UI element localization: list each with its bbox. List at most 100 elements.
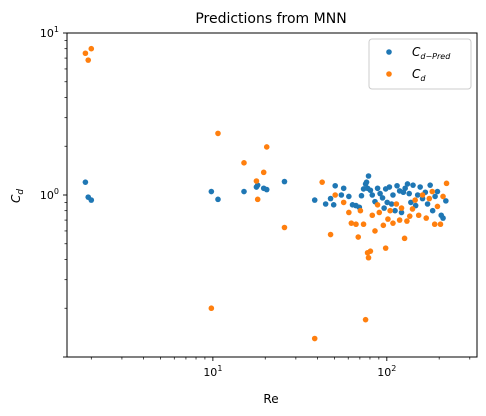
data-point xyxy=(82,179,89,185)
data-point xyxy=(358,192,365,199)
data-point xyxy=(208,188,215,195)
data-point xyxy=(426,195,433,202)
data-point xyxy=(401,235,408,242)
data-point xyxy=(82,50,89,57)
data-point xyxy=(427,182,433,188)
data-point xyxy=(88,45,95,52)
data-point xyxy=(253,178,260,184)
data-point xyxy=(254,196,261,203)
legend-label-1: Cd xyxy=(412,67,426,83)
data-point xyxy=(332,192,339,198)
data-point xyxy=(241,160,247,166)
data-point xyxy=(387,207,393,214)
y-axis-ticks: 100 101 xyxy=(40,25,67,358)
data-point xyxy=(319,179,325,185)
data-point xyxy=(393,201,400,207)
data-point xyxy=(380,222,387,229)
series-1 xyxy=(82,45,450,342)
data-point xyxy=(215,130,221,137)
data-point xyxy=(424,201,431,207)
data-point xyxy=(398,209,405,216)
data-point xyxy=(281,178,288,185)
data-point xyxy=(396,217,403,223)
data-point xyxy=(404,181,411,187)
data-point xyxy=(429,188,436,195)
data-point xyxy=(241,188,247,195)
data-point xyxy=(85,57,92,63)
data-point xyxy=(404,218,410,224)
data-point xyxy=(423,215,430,221)
y-tick-label: 100 xyxy=(40,187,59,202)
y-tick-label: 101 xyxy=(40,25,59,40)
series-0 xyxy=(82,173,449,221)
x-axis-ticks: 101 102 xyxy=(90,357,471,379)
data-point xyxy=(330,202,337,208)
data-point xyxy=(398,205,405,211)
data-point xyxy=(362,316,369,323)
x-tick-label: 101 xyxy=(203,364,222,379)
chart-title: Predictions from MNN xyxy=(195,11,346,27)
data-point xyxy=(367,248,374,254)
data-point xyxy=(369,192,376,198)
data-point xyxy=(374,202,381,208)
data-point xyxy=(412,197,418,203)
data-point xyxy=(367,187,374,194)
legend: Cd−Pred Cd xyxy=(368,38,472,90)
data-point xyxy=(382,245,389,251)
data-point xyxy=(443,180,450,187)
data-point xyxy=(346,209,352,216)
data-point xyxy=(394,182,400,189)
legend-box xyxy=(368,38,472,90)
data-point xyxy=(281,224,288,231)
data-point xyxy=(208,305,215,312)
data-point xyxy=(440,193,446,200)
data-point xyxy=(386,184,393,190)
y-axis-label-sub: d xyxy=(16,189,26,195)
data-point xyxy=(431,221,438,228)
data-point xyxy=(381,205,387,211)
legend-label-0: Cd−Pred xyxy=(412,45,451,61)
data-point xyxy=(406,190,413,197)
data-point xyxy=(440,215,446,221)
data-point xyxy=(443,198,449,204)
data-point xyxy=(365,254,372,261)
y-axis-label-main: C xyxy=(9,194,23,203)
data-point xyxy=(384,199,390,206)
data-point xyxy=(357,207,364,214)
data-point xyxy=(365,173,372,179)
data-point xyxy=(369,212,376,219)
data-point xyxy=(322,201,329,207)
data-point xyxy=(388,201,395,207)
data-point xyxy=(408,199,414,206)
data-point xyxy=(263,144,270,150)
data-point xyxy=(415,212,422,219)
data-point xyxy=(355,234,362,240)
data-point xyxy=(392,207,398,214)
data-point xyxy=(437,221,444,228)
data-point xyxy=(402,185,408,192)
data-point xyxy=(327,195,334,202)
data-point xyxy=(376,209,383,216)
data-point xyxy=(414,192,421,198)
data-point xyxy=(360,221,367,228)
data-point xyxy=(409,206,416,212)
data-point xyxy=(379,195,386,201)
data-point xyxy=(429,207,436,214)
data-point xyxy=(215,196,221,203)
data-point xyxy=(374,185,381,192)
data-point xyxy=(434,188,441,195)
data-point xyxy=(340,199,347,206)
legend-marker-1 xyxy=(386,71,392,77)
data-point xyxy=(332,182,339,189)
data-point xyxy=(311,197,318,203)
data-point xyxy=(353,221,359,228)
data-point xyxy=(434,203,441,210)
data-point xyxy=(432,193,438,200)
data-point xyxy=(385,216,391,222)
data-point xyxy=(377,190,383,197)
svg-text:Cd: Cd xyxy=(9,189,26,203)
data-point xyxy=(406,213,413,219)
data-point xyxy=(346,193,352,200)
x-axis-label: Re xyxy=(263,392,278,406)
